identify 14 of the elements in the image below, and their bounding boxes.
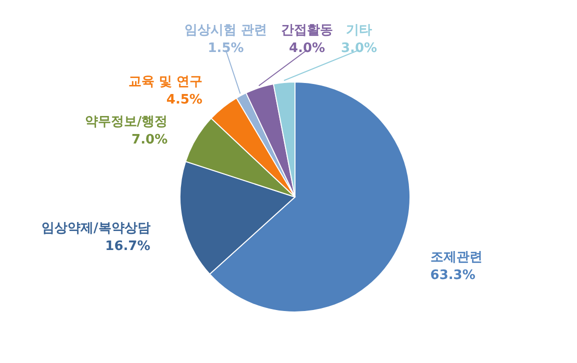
data-label: 63.3% <box>430 268 476 284</box>
data-label: 7.0% <box>132 132 168 148</box>
slice-label: 조제관련 <box>430 250 482 266</box>
data-label: 16.7% <box>105 238 150 254</box>
slice-label: 기타 <box>346 23 372 38</box>
slice-label: 교육 및 연구 <box>128 74 202 90</box>
slice-label: 약무정보/행정 <box>84 114 168 130</box>
data-label: 4.0% <box>288 41 326 56</box>
data-label: 1.5% <box>208 41 244 56</box>
slice-label: 임상약제/복약상담 <box>42 220 150 236</box>
slice-label: 간접활동 <box>280 23 333 38</box>
data-label: 4.5% <box>166 92 202 108</box>
data-label: 3.0% <box>340 41 378 56</box>
slice-label: 임상시험 관련 <box>184 23 268 38</box>
